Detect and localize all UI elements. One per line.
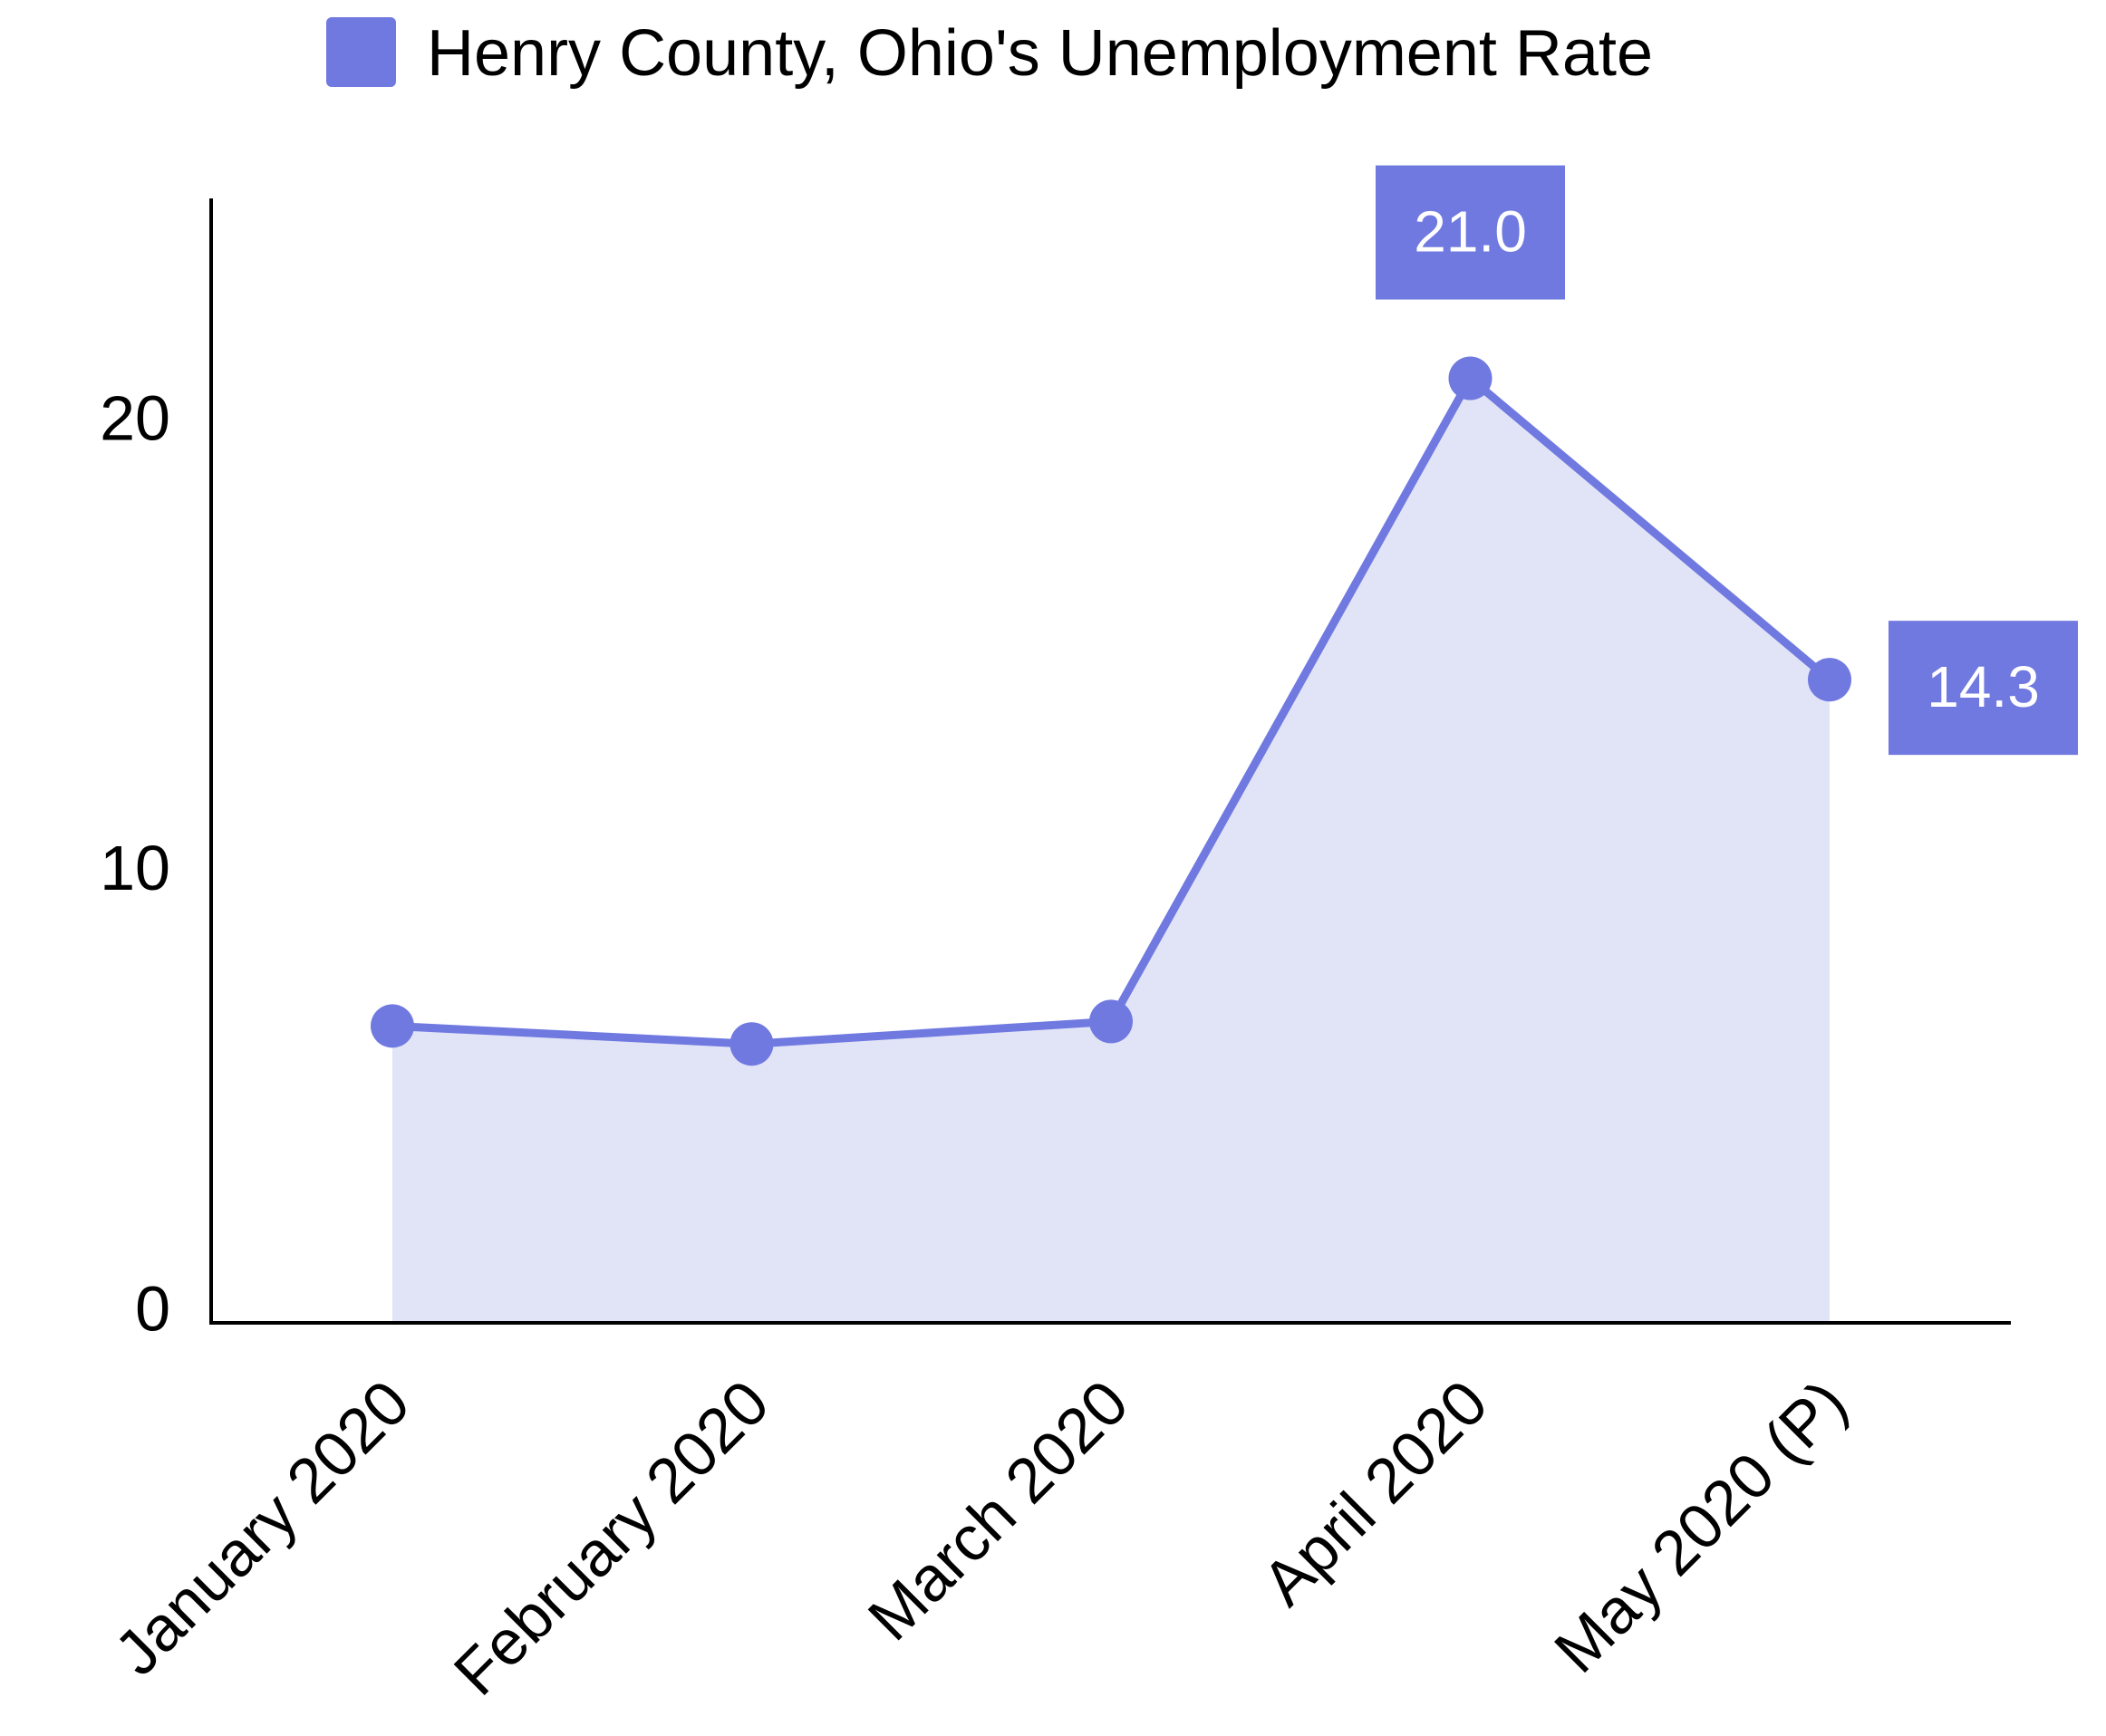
- legend-label: Henry County, Ohio's Unemployment Rate: [427, 17, 1653, 90]
- point: [1089, 999, 1133, 1044]
- x-tick: April 2020: [1249, 1367, 1501, 1619]
- legend-swatch: [326, 17, 396, 87]
- y-tick-label: 20: [100, 383, 170, 454]
- point: [1808, 658, 1851, 702]
- x-tick-label: March 2020: [855, 1367, 1142, 1654]
- point: [729, 1022, 774, 1066]
- value-label: 14.3: [1927, 654, 2040, 719]
- x-tick: February 2020: [440, 1367, 782, 1709]
- point: [1448, 356, 1493, 400]
- x-tick-label: February 2020: [440, 1367, 782, 1709]
- x-tick: May 2020 (P): [1541, 1367, 1860, 1686]
- point: [371, 1004, 414, 1048]
- y-tick-label: 10: [100, 833, 170, 903]
- value-label-box: [1889, 621, 2078, 756]
- x-tick-label: January 2020: [101, 1367, 423, 1689]
- x-tick: January 2020: [101, 1367, 423, 1689]
- value-label: 21.0: [1414, 198, 1527, 264]
- x-tick-label: May 2020 (P): [1541, 1367, 1860, 1686]
- x-tick: March 2020: [855, 1367, 1142, 1654]
- value-label-box: [1376, 165, 1565, 300]
- y-tick-label: 0: [135, 1273, 170, 1344]
- area: [392, 378, 1830, 1323]
- x-tick-label: April 2020: [1249, 1367, 1501, 1619]
